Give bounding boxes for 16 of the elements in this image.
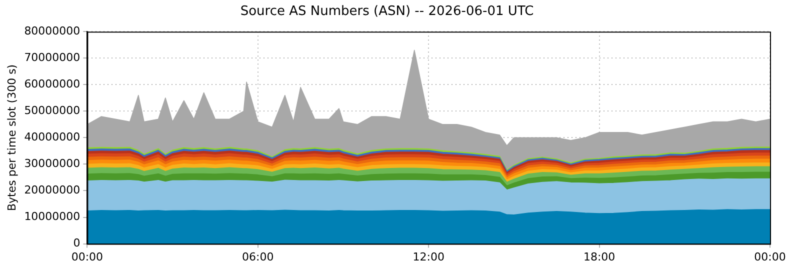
y-tick-label: 0 [73,236,80,250]
x-tick-label: 06:00 [242,250,274,264]
x-tick-label: 00:00 [71,250,104,264]
x-tick-label: 00:00 [754,250,786,264]
y-tick-label: 40000000 [24,130,80,144]
y-tick-label: 60000000 [24,78,80,91]
y-tick-label: 70000000 [24,50,80,64]
y-axis-title: Bytes per time slot (300 s) [5,64,18,212]
y-tick-label: 50000000 [24,104,80,118]
x-tick-label: 12:00 [412,250,444,264]
y-tick-label: 30000000 [24,157,80,170]
y-tick-label: 10000000 [24,210,80,224]
chart-title: Source AS Numbers (ASN) -- 2026-06-01 UTC [240,4,534,20]
y-tick-label: 80000000 [24,24,80,38]
y-tick-label: 20000000 [24,184,80,197]
x-tick-label: 18:00 [583,250,616,264]
